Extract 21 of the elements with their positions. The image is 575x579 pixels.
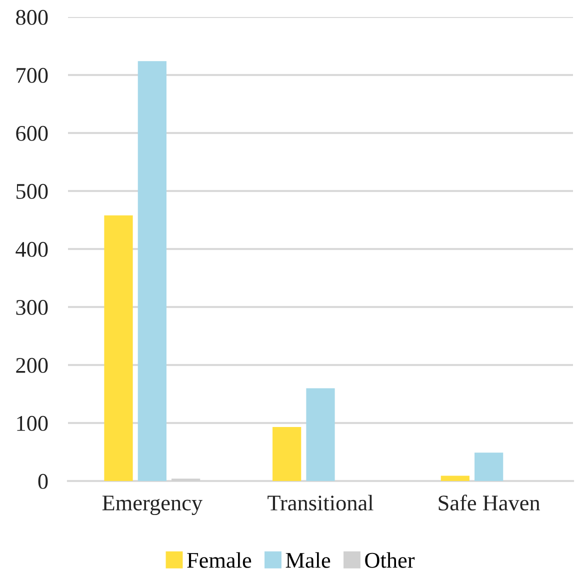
y-tick-label: 500 [16,184,48,199]
x-tick-label: Transitional [268,494,374,511]
bar [104,215,133,481]
legend-label: Male [286,552,330,568]
y-tick-label: 300 [16,300,48,315]
bar [138,61,166,481]
legend-label: Other [365,552,415,568]
y-tick-label: 100 [17,416,48,431]
bar [440,476,470,481]
legend-label: Female [187,552,252,568]
y-tick-label: 400 [16,242,48,257]
y-tick-label: 800 [16,10,48,25]
bar [474,452,504,481]
y-tick-label: 600 [16,126,48,141]
y-tick-label: 200 [16,358,48,373]
bar [272,427,302,481]
y-tick-label: 0 [38,474,48,489]
y-tick-label: 700 [16,68,48,83]
x-tick-label: Safe Haven [438,494,540,511]
x-tick-label: Emergency [102,496,202,516]
bar [306,388,335,481]
